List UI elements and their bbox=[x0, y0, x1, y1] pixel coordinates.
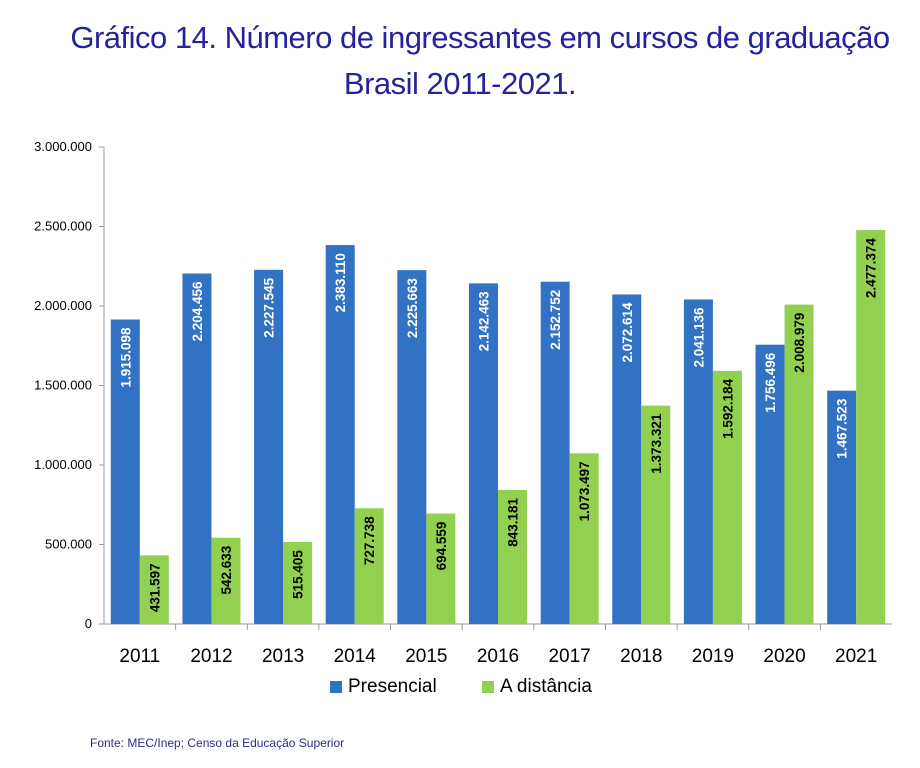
data-label-presencial-2021: 1.467.523 bbox=[835, 398, 850, 459]
x-tick-label: 2021 bbox=[835, 646, 877, 667]
data-label-presencial-2016: 2.142.463 bbox=[477, 291, 492, 352]
bar-distancia-2017 bbox=[569, 453, 599, 624]
y-tick-label: 500.000 bbox=[45, 537, 92, 552]
data-label-distancia-2012: 542.633 bbox=[219, 545, 234, 594]
y-tick-label: 3.000.000 bbox=[34, 139, 92, 154]
data-label-distancia-2014: 727.738 bbox=[362, 516, 377, 565]
x-tick-label: 2016 bbox=[477, 646, 519, 667]
data-label-distancia-2020: 2.008.979 bbox=[792, 313, 807, 373]
legend-label-distancia: A distância bbox=[500, 676, 592, 697]
y-tick-label: 2.500.000 bbox=[34, 219, 92, 234]
chart-title-line1: Gráfico 14. Número de ingressantes em cu… bbox=[70, 20, 890, 55]
data-label-distancia-2019: 1.592.184 bbox=[720, 378, 735, 439]
bar-distancia-2012 bbox=[211, 537, 241, 624]
data-label-presencial-2014: 2.383.110 bbox=[333, 253, 348, 312]
data-label-distancia-2015: 694.559 bbox=[434, 522, 449, 571]
x-tick-label: 2019 bbox=[692, 646, 734, 667]
bar-presencial-2014 bbox=[325, 245, 355, 624]
bar-presencial-2015 bbox=[397, 270, 427, 624]
bar-presencial-2011 bbox=[110, 319, 140, 624]
data-label-presencial-2012: 2.204.456 bbox=[190, 281, 205, 342]
bar-distancia-2021 bbox=[856, 230, 886, 624]
bar-distancia-2011 bbox=[139, 555, 169, 624]
y-tick-label: 0 bbox=[85, 616, 92, 631]
bar-distancia-2015 bbox=[426, 513, 456, 624]
legend-label-presencial: Presencial bbox=[348, 676, 437, 697]
bar-distancia-2018 bbox=[641, 405, 671, 624]
x-tick-label: 2015 bbox=[405, 646, 447, 667]
legend-swatch-presencial bbox=[330, 681, 342, 693]
data-label-presencial-2018: 2.072.614 bbox=[620, 302, 635, 363]
bar-presencial-2019 bbox=[683, 299, 713, 624]
x-tick-label: 2011 bbox=[119, 646, 160, 667]
data-label-distancia-2013: 515.405 bbox=[291, 550, 306, 599]
data-label-presencial-2019: 2.041.136 bbox=[691, 307, 706, 368]
chart-title-line2: Brasil 2011-2021. bbox=[343, 66, 577, 101]
bar-presencial-2012 bbox=[182, 273, 212, 624]
bar-presencial-2016 bbox=[469, 283, 498, 624]
data-label-presencial-2020: 1.756.496 bbox=[763, 352, 778, 413]
data-label-distancia-2017: 1.073.497 bbox=[577, 461, 592, 521]
data-label-distancia-2021: 2.477.374 bbox=[864, 238, 879, 299]
source-note: Fonte: MEC/Inep; Censo da Educação Super… bbox=[90, 736, 345, 750]
bar-distancia-2013 bbox=[283, 542, 313, 624]
bar-distancia-2019 bbox=[712, 370, 742, 624]
bar-presencial-2021 bbox=[827, 390, 857, 624]
y-tick-label: 1.500.000 bbox=[34, 378, 92, 393]
x-tick-label: 2020 bbox=[763, 646, 805, 667]
bar-presencial-2013 bbox=[254, 269, 284, 624]
data-label-presencial-2013: 2.227.545 bbox=[262, 277, 277, 338]
bar-presencial-2018 bbox=[612, 294, 642, 624]
legend-swatch-distancia bbox=[482, 681, 494, 693]
x-tick-label: 2017 bbox=[548, 646, 590, 667]
x-tick-label: 2012 bbox=[190, 646, 232, 667]
data-label-presencial-2017: 2.152.752 bbox=[548, 290, 563, 350]
data-label-distancia-2016: 843.181 bbox=[506, 497, 521, 546]
data-label-distancia-2011: 431.597 bbox=[147, 563, 162, 612]
x-tick-label: 2018 bbox=[620, 646, 662, 667]
data-label-distancia-2018: 1.373.321 bbox=[649, 413, 664, 474]
x-tick-label: 2013 bbox=[262, 646, 304, 667]
bar-presencial-2017 bbox=[540, 281, 570, 624]
bar-distancia-2020 bbox=[784, 304, 814, 624]
data-label-presencial-2011: 1.915.098 bbox=[118, 327, 133, 388]
x-tick-label: 2014 bbox=[334, 646, 377, 667]
bar-distancia-2016 bbox=[498, 489, 527, 624]
bar-chart: 0 500.000 1.000.000 1.500.000 2.000.000 2.500… bbox=[34, 139, 892, 697]
bar-presencial-2020 bbox=[755, 344, 785, 624]
y-tick-label: 2.000.000 bbox=[34, 298, 92, 313]
bar-distancia-2014 bbox=[354, 508, 384, 624]
y-tick-label: 1.000.000 bbox=[34, 457, 92, 472]
data-label-presencial-2015: 2.225.663 bbox=[405, 278, 420, 339]
